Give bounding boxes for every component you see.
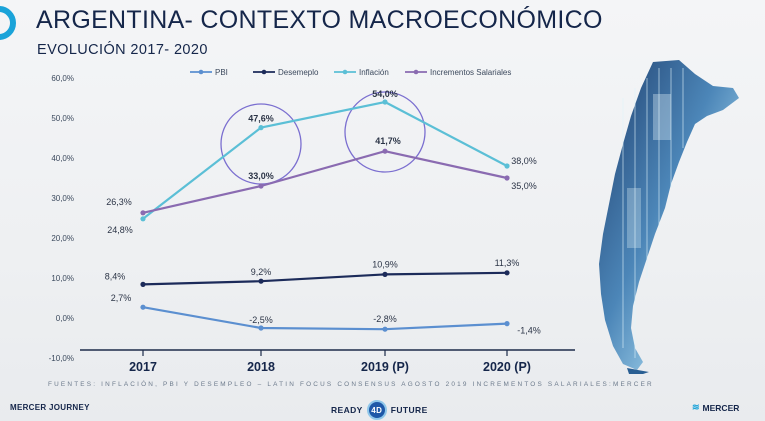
x-tick-label: 2020 (P): [483, 360, 531, 374]
data-point-1-3: [504, 270, 510, 276]
highlight-circle-1: [344, 91, 426, 173]
ready-future-logo: READY 4D FUTURE: [331, 400, 428, 420]
argentina-map-image: [599, 60, 739, 374]
y-tick-label: 60,0%: [51, 74, 74, 83]
mercer-mark-icon: ≋: [692, 402, 700, 412]
data-point-1-0: [140, 281, 146, 287]
data-label: 8,4%: [105, 271, 126, 281]
series-line-1: [142, 271, 508, 286]
data-point-3-2: [382, 148, 388, 154]
legend-label: Inflación: [359, 68, 389, 77]
y-tick-label: 30,0%: [51, 194, 74, 203]
data-point-0-0: [140, 304, 146, 310]
data-point-2-0: [140, 216, 146, 222]
data-point-2-1: [258, 125, 264, 131]
ready-text: READY: [331, 405, 363, 415]
x-tick-label: 2019 (P): [361, 360, 409, 374]
y-tick-label: 40,0%: [51, 154, 74, 163]
y-tick-label: -10,0%: [49, 354, 74, 363]
legend-label: PBI: [215, 68, 228, 77]
data-label: 9,2%: [251, 267, 272, 277]
data-point-3-1: [258, 183, 264, 189]
mercer-journey-logo: MERCER JOURNEY: [10, 403, 90, 412]
data-label: 10,9%: [372, 259, 398, 269]
data-label: -2,8%: [373, 314, 397, 324]
legend-marker-0: [198, 69, 204, 75]
data-point-2-3: [504, 163, 510, 169]
legend-marker-2: [342, 69, 348, 75]
data-label: 54,0%: [372, 89, 398, 99]
legend-marker-1: [261, 69, 267, 75]
data-label: 2,7%: [111, 293, 132, 303]
data-label: 47,6%: [248, 114, 274, 124]
data-label: -2,5%: [249, 315, 273, 325]
data-label: 26,3%: [106, 197, 132, 207]
legend-marker-3: [413, 69, 419, 75]
y-tick-label: 0,0%: [56, 314, 74, 323]
data-point-0-1: [258, 325, 264, 331]
legend-label: Desemeplo: [278, 68, 319, 77]
y-tick-label: 20,0%: [51, 234, 74, 243]
four-d-badge-icon: 4D: [366, 400, 387, 420]
page-subtitle: EVOLUCIÓN 2017- 2020: [37, 42, 208, 58]
legend-label: Incrementos Salariales: [430, 68, 511, 77]
data-point-0-2: [382, 326, 388, 332]
data-point-0-3: [504, 321, 510, 327]
data-point-3-3: [504, 175, 510, 181]
data-label: 35,0%: [511, 181, 537, 191]
series-line-0: [142, 306, 508, 331]
sources-footnote: FUENTES: INFLACIÓN, PBI Y DESEMPLEO – LA…: [48, 381, 654, 388]
data-label: 38,0%: [511, 156, 537, 166]
data-label: 33,0%: [248, 171, 274, 181]
data-label: 41,7%: [375, 136, 401, 146]
future-text: FUTURE: [390, 405, 428, 415]
y-tick-label: 50,0%: [51, 114, 74, 123]
data-point-1-1: [258, 278, 264, 284]
data-label: 24,8%: [107, 225, 133, 235]
brand-ring-icon: [0, 6, 16, 40]
page-title: ARGENTINA- CONTEXTO MACROECONÓMICO: [36, 6, 603, 34]
x-tick-label: 2018: [247, 360, 275, 374]
mercer-logo: ≋ MERCER: [692, 402, 739, 413]
data-point-2-2: [382, 99, 388, 105]
data-label: -1,4%: [517, 326, 541, 336]
data-label: 11,3%: [495, 258, 520, 268]
x-tick-label: 2017: [129, 360, 157, 374]
y-tick-label: 10,0%: [51, 274, 74, 283]
series-line-2: [142, 100, 508, 220]
data-point-3-0: [140, 210, 146, 216]
data-point-1-2: [382, 271, 388, 277]
mercer-text: MERCER: [702, 402, 740, 413]
series-line-3: [142, 150, 508, 214]
